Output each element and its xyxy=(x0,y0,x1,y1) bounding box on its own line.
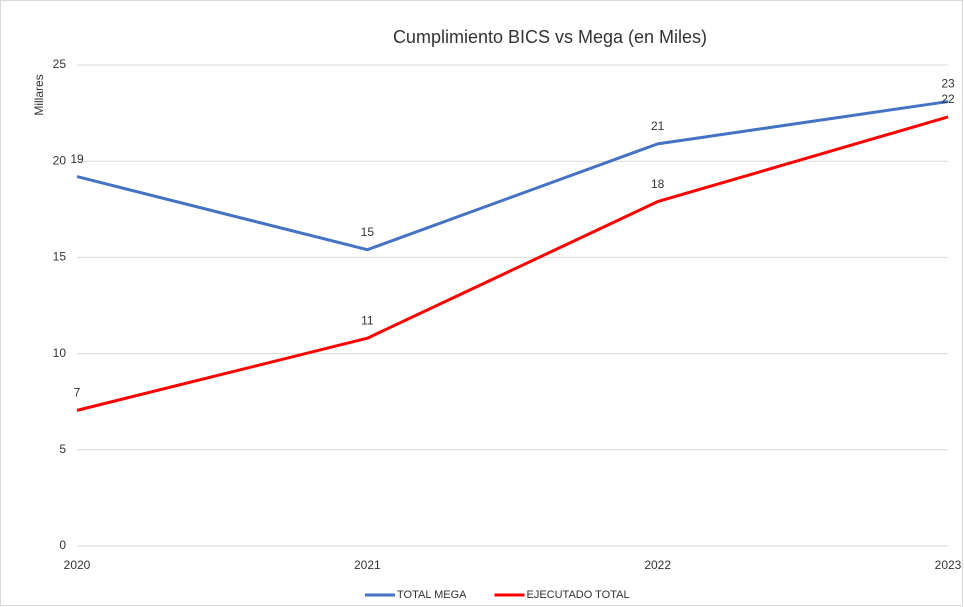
chart-title: Cumplimiento BICS vs Mega (en Miles) xyxy=(393,27,707,47)
line-series xyxy=(76,115,949,412)
y-tick-label: 25 xyxy=(53,57,67,71)
y-tick-label: 15 xyxy=(53,250,67,264)
y-tick-label: 0 xyxy=(59,538,66,552)
legend-label: TOTAL MEGA xyxy=(397,589,467,601)
y-tick-label: 20 xyxy=(53,153,67,167)
data-label: 15 xyxy=(361,225,375,239)
x-tick-label: 2020 xyxy=(64,558,91,572)
x-tick-label: 2023 xyxy=(935,558,962,572)
y-tick-label: 10 xyxy=(53,346,67,360)
data-label: 18 xyxy=(651,177,665,191)
data-label: 7 xyxy=(74,386,81,400)
line-series xyxy=(76,100,949,252)
data-label: 19 xyxy=(70,152,84,166)
y-tick-label: 5 xyxy=(59,442,66,456)
legend-label: EJECUTADO TOTAL xyxy=(526,589,629,601)
data-label: 11 xyxy=(361,313,374,327)
y-axis-label: Millares xyxy=(32,74,46,115)
x-tick-label: 2022 xyxy=(644,558,671,572)
data-label: 21 xyxy=(651,119,665,133)
data-label: 23 xyxy=(941,77,955,91)
data-label: 22 xyxy=(941,92,955,106)
x-tick-label: 2021 xyxy=(354,558,381,572)
